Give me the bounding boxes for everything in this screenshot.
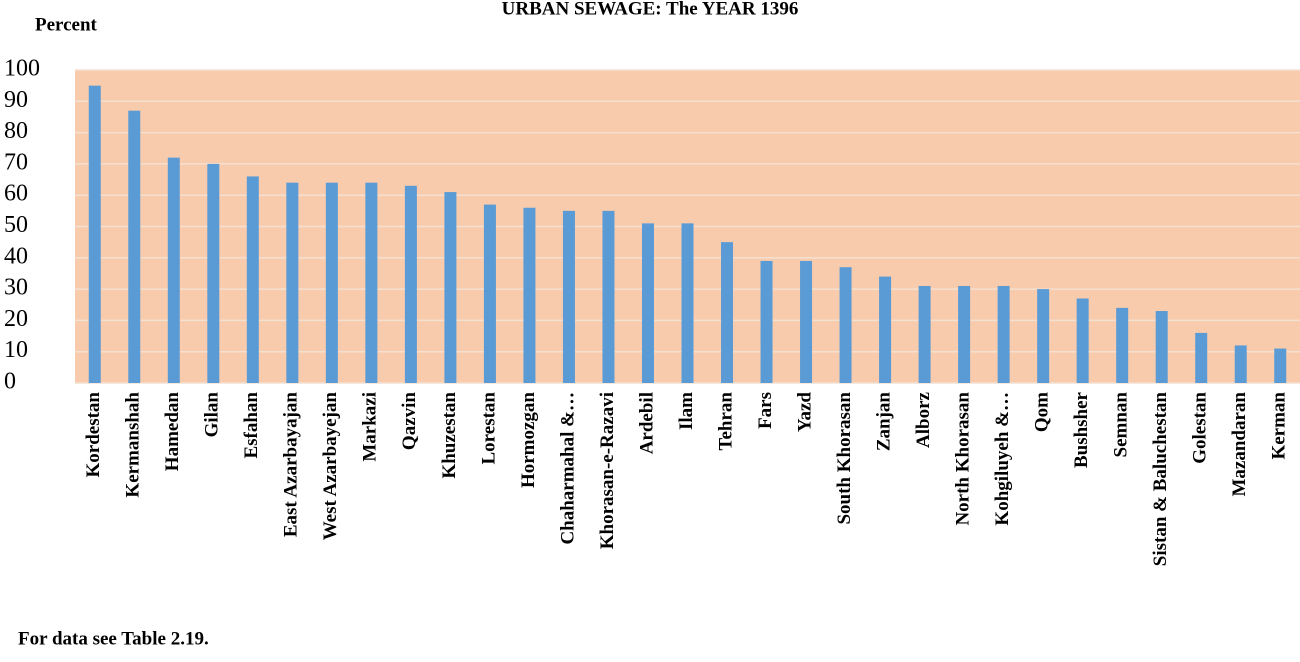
bar [721,242,734,383]
y-tick-label: 40 [4,243,28,269]
x-tick-label: Tehran [715,392,736,451]
bar [523,207,536,383]
bar [641,223,654,383]
x-tick-label: Alborz [913,391,934,448]
x-tick-label: Zanjan [873,392,894,452]
bar [1155,311,1168,383]
x-tick-label: Fars [755,392,776,429]
x-tick-label: Bushsher [1071,391,1092,468]
y-tick-label: 90 [4,87,28,113]
x-tick-label: Kohgiluyeh &… [992,392,1013,526]
x-tick-label: Hamedan [162,392,183,472]
x-tick-label: Ilam [676,392,697,430]
bar [800,260,813,383]
bar [918,285,931,383]
bar [1234,345,1247,383]
bar [562,210,575,383]
bar [602,210,615,383]
x-tick-label: West Azarbayejan [320,392,341,541]
x-tick-label: South Khorasan [834,392,855,525]
bar [1274,348,1287,383]
x-tick-label: Khuzestan [439,392,460,479]
x-tick-label: Sistan & Baluchestan [1150,392,1171,567]
x-tick-label: Lorestan [478,392,499,465]
bar [958,285,971,383]
bar [404,185,417,383]
x-tick-label: Semnan [1111,392,1132,458]
bar [88,85,101,384]
y-tick-label: 70 [4,149,28,175]
x-tick-label: Kordestan [83,392,104,478]
x-tick-label: Golestan [1190,392,1211,464]
bar [839,267,852,383]
x-tick-label: Kerman [1269,392,1290,460]
y-tick-label: 20 [4,306,28,332]
x-tick-label: Qazvin [399,392,420,450]
x-tick-label: East Azarbayajan [281,392,302,538]
x-tick-label: Ardebil [636,392,657,454]
chart-title: URBAN SEWAGE: The YEAR 1396 [502,0,799,19]
x-tick-label: Chaharmahal &… [557,392,578,545]
note: For data see Table 2.19. [18,628,209,649]
bar [286,182,299,383]
y-axis-label: Percent [35,14,98,35]
y-tick-label: 50 [4,212,28,238]
bar [1076,298,1089,383]
bar [681,223,694,383]
y-tick-label: 100 [4,56,40,82]
bar [1116,307,1129,383]
x-tick-label: Yazd [794,392,815,433]
bar [997,285,1010,383]
y-tick-label: 60 [4,181,28,207]
x-tick-label: Gilan [202,392,223,438]
x-tick-label: Hormozgan [518,392,539,488]
x-tick-label: Kermanshah [123,392,144,498]
y-tick-label: 80 [4,118,28,144]
bar [167,157,180,383]
bar [879,276,892,383]
bar [483,204,496,383]
y-tick-label: 0 [4,369,16,395]
x-tick-label: Khorasan-e-Razavi [597,392,618,549]
x-tick-label: Mazandaran [1229,392,1250,497]
bar [246,176,259,383]
bar [760,260,773,383]
bar [1195,332,1208,383]
x-tick-label: Markazi [360,392,381,462]
bar [365,182,378,383]
bar [444,192,457,383]
bar [207,163,220,383]
y-tick-label: 10 [4,337,28,363]
bar [325,182,338,383]
x-tick-label: North Khorasan [952,392,973,526]
x-tick-label: Esfahan [241,392,262,459]
y-tick-label: 30 [4,275,28,301]
bar [1037,289,1050,383]
x-tick-label: Qom [1032,392,1053,432]
bar [128,110,141,383]
